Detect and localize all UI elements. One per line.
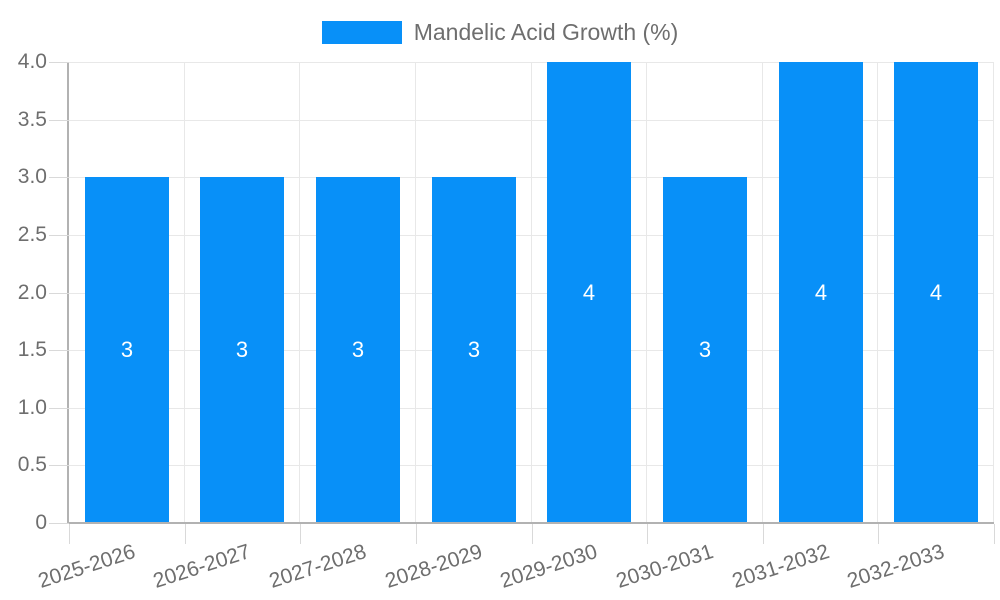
y-tick-mark [49,62,69,63]
bar-2029-2030[interactable]: 4 [547,62,631,523]
gridline-vertical [762,62,763,523]
x-tick-mark [532,524,533,544]
gridline-vertical [646,62,647,523]
gridline-vertical [299,62,300,523]
legend: Mandelic Acid Growth (%) [0,19,1000,46]
bar-value-label: 3 [698,337,712,362]
bar-2030-2031[interactable]: 3 [663,177,747,523]
y-tick-label: 4.0 [17,50,47,73]
bar-value-label: 3 [351,337,365,362]
x-tick-mark [647,524,648,544]
bar-2031-2032[interactable]: 4 [779,62,863,523]
y-tick-label: 2.0 [17,281,47,304]
y-tick-mark [49,465,69,466]
y-tick-label: 3.0 [17,165,47,188]
y-tick-label: 1.0 [17,396,47,419]
y-tick-mark [49,235,69,236]
y-tick-label: 1.5 [17,338,47,361]
x-tick-mark [994,524,995,544]
gridline-vertical [415,62,416,523]
gridline-vertical [877,62,878,523]
y-tick-label: 0 [35,511,47,534]
y-tick-mark [49,523,69,524]
plot-area: 3 3 3 3 4 3 4 4 [69,62,994,523]
bar-value-label: 4 [814,279,828,305]
y-tick-mark [49,120,69,121]
legend-item[interactable]: Mandelic Acid Growth (%) [321,19,679,46]
y-tick-mark [49,350,69,351]
y-tick-label: 2.5 [17,223,47,246]
bar-2032-2033[interactable]: 4 [894,62,978,523]
bar-value-label: 4 [929,279,943,305]
legend-label: Mandelic Acid Growth (%) [413,19,679,45]
x-tick-mark [878,524,879,544]
bar-value-label: 4 [582,279,596,305]
bar-2028-2029[interactable]: 3 [432,177,516,523]
bar-value-label: 3 [235,337,249,362]
y-tick-label: 0.5 [17,453,47,476]
bar-2025-2026[interactable]: 3 [85,177,169,523]
bar-2027-2028[interactable]: 3 [316,177,400,523]
x-axis-line [67,522,994,524]
y-tick-mark [49,177,69,178]
y-tick-mark [49,293,69,294]
y-tick-mark [49,408,69,409]
bar-value-label: 3 [467,337,481,362]
gridline-vertical [993,62,994,523]
x-tick-mark [763,524,764,544]
x-tick-mark [69,524,70,544]
bar-2026-2027[interactable]: 3 [200,177,284,523]
gridline-vertical [184,62,185,523]
x-tick-mark [185,524,186,544]
x-tick-mark [300,524,301,544]
y-tick-label: 3.5 [17,108,47,131]
bar-value-label: 3 [120,337,134,362]
gridline-vertical [531,62,532,523]
x-tick-mark [416,524,417,544]
legend-swatch-icon [321,21,402,44]
